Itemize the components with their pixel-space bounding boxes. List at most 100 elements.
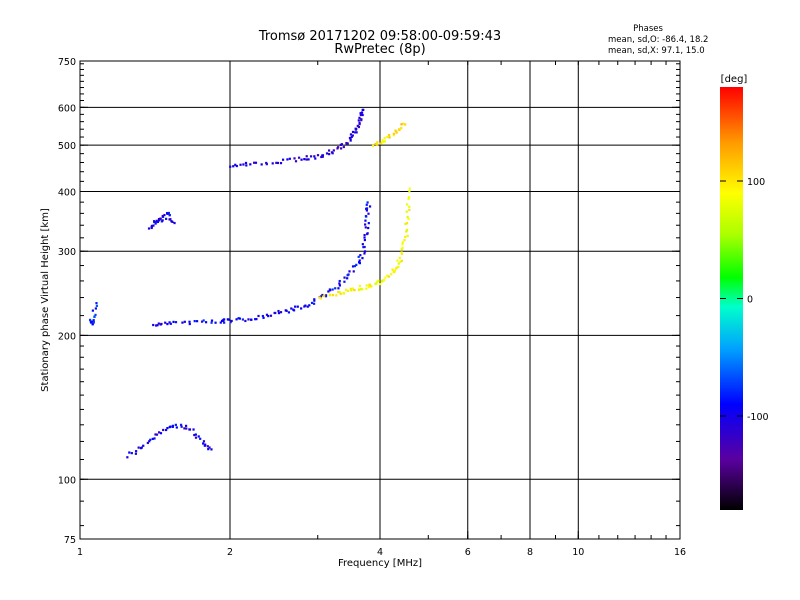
data-point <box>194 433 197 436</box>
data-point <box>157 219 161 222</box>
data-point <box>174 321 178 324</box>
data-point <box>363 252 366 255</box>
data-point <box>159 432 163 435</box>
data-point <box>397 262 400 265</box>
data-point <box>92 321 95 324</box>
data-point <box>328 153 331 156</box>
data-point <box>184 424 188 427</box>
data-point <box>365 207 369 210</box>
data-point <box>397 265 400 269</box>
x-tick-label: 8 <box>527 547 533 558</box>
data-point <box>387 275 390 278</box>
data-point <box>152 224 155 227</box>
data-point <box>363 238 366 242</box>
data-point <box>364 223 367 226</box>
data-point <box>241 318 244 321</box>
data-point <box>229 165 232 168</box>
data-point <box>363 236 366 239</box>
data-point <box>237 317 240 320</box>
data-point <box>360 111 364 114</box>
data-point <box>376 143 379 146</box>
data-point <box>348 270 351 273</box>
data-point <box>170 220 173 223</box>
data-point <box>359 288 363 291</box>
data-point <box>265 163 268 166</box>
data-point <box>338 291 341 294</box>
data-point <box>210 448 213 451</box>
data-point <box>200 320 204 323</box>
data-point <box>358 284 362 288</box>
data-point <box>370 285 373 288</box>
data-point <box>275 161 278 164</box>
data-point <box>334 287 337 290</box>
data-point <box>167 211 170 215</box>
data-point <box>183 427 186 430</box>
data-point <box>309 155 313 158</box>
data-point <box>332 149 335 152</box>
data-point <box>207 448 210 451</box>
data-point <box>349 133 353 136</box>
data-point <box>214 321 217 324</box>
data-point <box>204 321 208 324</box>
colorbar-ticks: 100 0 -100 <box>720 177 769 423</box>
data-point <box>137 446 140 449</box>
data-point <box>376 141 379 144</box>
data-point <box>271 162 274 165</box>
data-point <box>155 221 158 224</box>
data-point <box>242 163 245 166</box>
data-point <box>164 428 168 432</box>
data-point <box>253 161 256 164</box>
data-point <box>388 134 391 137</box>
data-point <box>204 443 207 446</box>
data-point <box>354 131 357 134</box>
data-point <box>331 294 334 297</box>
data-point <box>287 311 291 314</box>
data-point <box>229 321 232 324</box>
data-point <box>156 324 159 327</box>
data-point <box>327 149 331 152</box>
data-point <box>330 151 334 154</box>
data-point <box>356 124 359 128</box>
data-point <box>405 203 409 206</box>
data-point <box>350 135 353 139</box>
data-point <box>358 259 361 262</box>
data-point <box>353 265 357 268</box>
data-point <box>351 287 354 290</box>
data-point <box>361 108 364 111</box>
data-point <box>336 147 339 150</box>
data-point <box>265 161 268 165</box>
data-point <box>202 319 205 322</box>
data-point <box>327 290 330 293</box>
data-point <box>91 309 94 312</box>
data-point <box>364 219 367 222</box>
data-point <box>134 452 137 455</box>
data-point <box>351 134 354 137</box>
data-point <box>399 260 402 263</box>
x-tick-label: 16 <box>674 547 686 558</box>
y-axis-label: Stationary phase Virtual Height [km] <box>40 208 51 392</box>
data-point <box>244 161 248 165</box>
data-point <box>358 261 361 264</box>
x-tick-label: 1 <box>77 547 83 558</box>
data-point <box>188 320 191 323</box>
grid-lines <box>80 61 680 539</box>
data-point <box>394 129 397 132</box>
data-point <box>294 160 298 163</box>
data-point <box>405 210 408 213</box>
data-point <box>337 290 340 293</box>
data-point <box>290 307 293 310</box>
data-point <box>382 140 385 144</box>
data-point <box>313 298 316 301</box>
data-point <box>146 441 149 445</box>
y-tick-label: 500 <box>58 141 76 152</box>
data-point <box>277 312 281 315</box>
data-point <box>358 121 361 124</box>
data-point <box>338 284 342 287</box>
data-point <box>320 155 323 159</box>
x-axis-label: Frequency [MHz] <box>338 558 422 569</box>
data-point <box>181 321 184 324</box>
data-point <box>342 292 345 295</box>
data-point <box>308 304 311 307</box>
phase-line-x: mean, sd,X: 97.1, 15.0 <box>608 46 705 56</box>
data-point <box>407 196 411 199</box>
